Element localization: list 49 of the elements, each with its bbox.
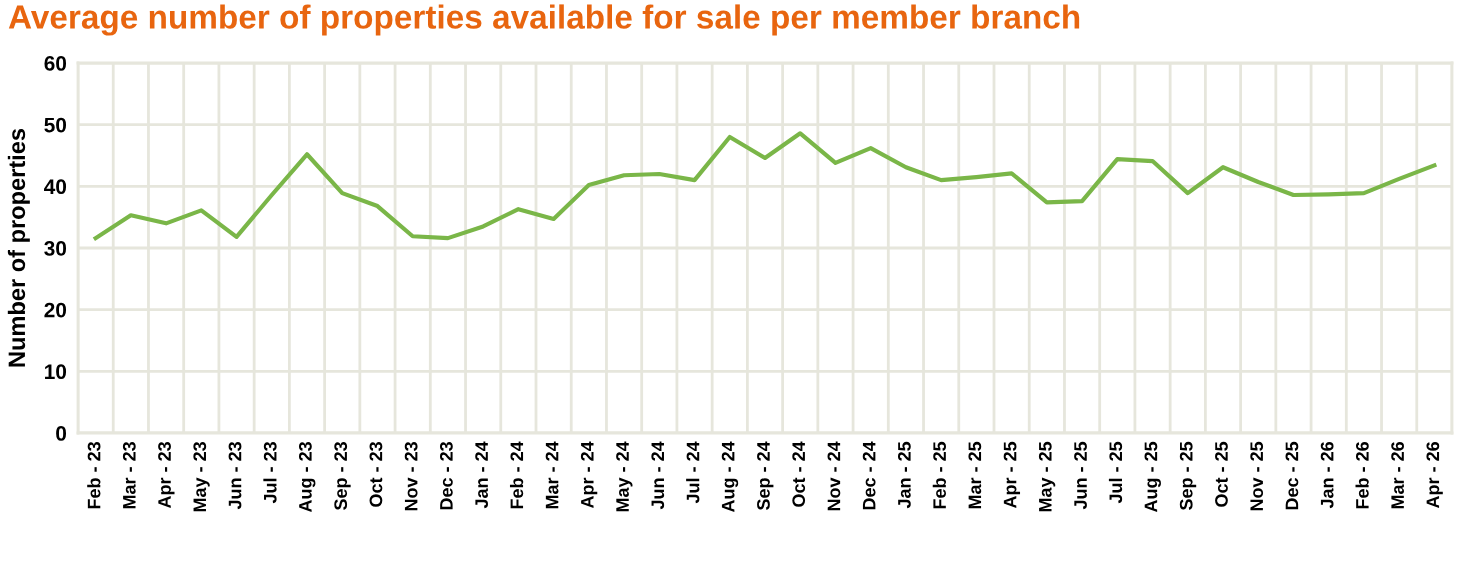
y-tick-label: 0 xyxy=(56,426,67,441)
x-tick-label: Jun - 24 xyxy=(651,441,665,510)
x-tick-label: Apr - 25 xyxy=(1003,441,1021,509)
x-tick-label: Oct - 23 xyxy=(369,441,383,507)
x-tick-label: Jun - 23 xyxy=(228,441,242,510)
y-tick-label: 50 xyxy=(44,117,67,133)
x-tick-label: Jun - 25 xyxy=(1074,441,1087,510)
x-tick-label: Aug - 23 xyxy=(298,441,316,513)
x-tick-label: Feb - 26 xyxy=(1355,441,1369,509)
x-tick-label: Mar - 24 xyxy=(545,441,559,509)
x-tick-label: Aug - 24 xyxy=(721,441,739,513)
x-tick-label: Apr - 24 xyxy=(580,441,598,509)
chart-title: Average number of properties available for sale per member branch xyxy=(8,4,1080,36)
y-tick-label: 60 xyxy=(44,56,67,71)
y-tick-label: 40 xyxy=(44,179,67,195)
x-tick-label: Nov - 23 xyxy=(404,441,418,511)
x-tick-label: Feb - 24 xyxy=(509,441,524,509)
y-tick-label: 20 xyxy=(44,302,67,318)
x-tick-label: Sep - 23 xyxy=(334,441,351,511)
y-axis-title: Number of properties xyxy=(7,128,30,367)
x-tick-label: Dec - 23 xyxy=(439,441,453,510)
x-tick-label: Jul - 25 xyxy=(1108,441,1123,504)
x-tick-label: Mar - 26 xyxy=(1391,441,1404,509)
x-tick-label: Sep - 24 xyxy=(757,441,774,511)
y-tick-label: 30 xyxy=(44,241,67,256)
x-tick-label: Jan - 25 xyxy=(897,441,911,509)
x-tick-label: Apr - 26 xyxy=(1426,441,1443,509)
x-tick-label: May - 25 xyxy=(1038,441,1056,512)
x-tick-label: May - 24 xyxy=(616,441,633,512)
x-tick-label: Dec - 25 xyxy=(1285,441,1299,510)
x-tick-label: Jul - 23 xyxy=(263,441,277,504)
x-tick-label: Dec - 24 xyxy=(862,441,876,510)
x-tick-label: Jan - 26 xyxy=(1320,441,1334,509)
line-series xyxy=(93,131,1437,241)
x-tick-label: Apr - 23 xyxy=(158,441,175,509)
x-tick-label: Oct - 25 xyxy=(1215,441,1228,507)
x-tick-label: May - 23 xyxy=(193,441,210,512)
x-tick-label: Oct - 24 xyxy=(792,441,806,507)
x-tick-label: Nov - 24 xyxy=(827,441,841,511)
x-tick-label: Sep - 25 xyxy=(1179,441,1197,511)
x-tick-label: Feb - 23 xyxy=(87,441,101,509)
x-tick-label: Mar - 25 xyxy=(968,441,982,509)
x-tick-label: Aug - 25 xyxy=(1144,441,1161,513)
x-tick-label: Mar - 23 xyxy=(122,441,136,509)
x-tick-label: Jul - 24 xyxy=(686,441,700,504)
x-tick-label: Feb - 25 xyxy=(932,441,946,509)
x-tick-label: Nov - 25 xyxy=(1250,441,1264,511)
x-tick-label: Jan - 24 xyxy=(475,441,488,509)
y-tick-label: 10 xyxy=(45,364,67,380)
